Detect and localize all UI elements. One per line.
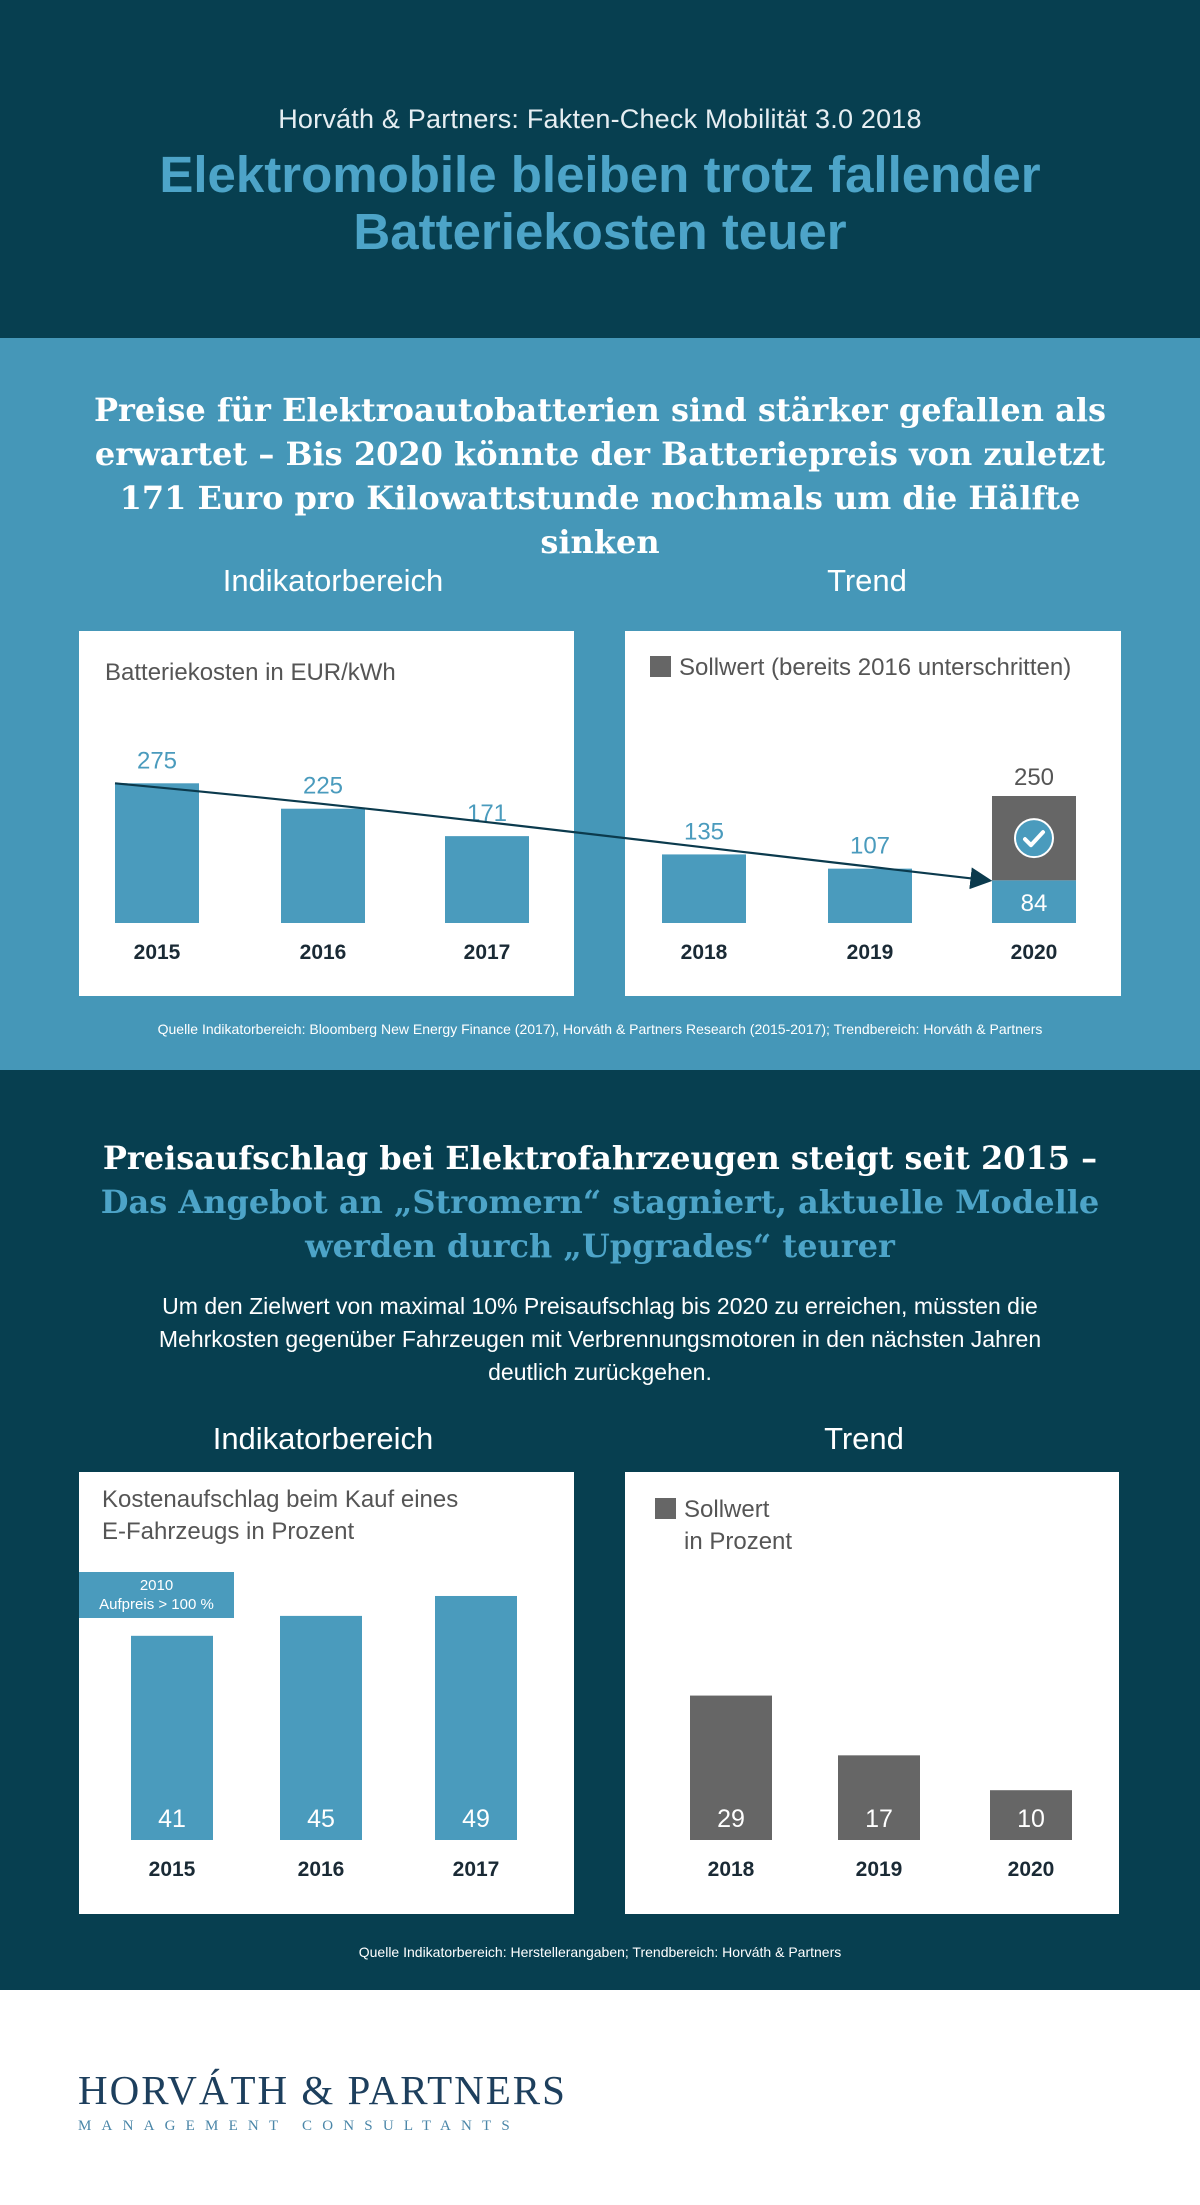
battery-indicator-title: Batteriekosten in EUR/kWh — [105, 659, 396, 686]
header-kicker: Horváth & Partners: Fakten-Check Mobilit… — [278, 104, 922, 134]
page-title-line-2: Batteriekosten teuer — [353, 203, 847, 260]
battery-indicator-label: Indikatorbereich — [222, 563, 444, 598]
logo-name: HORVÁTH & PARTNERS — [78, 2067, 567, 2113]
markup-trend-label: Trend — [824, 1421, 904, 1456]
footer-section — [0, 1990, 1200, 2205]
markup-indicator-title-line-2: E-Fahrzeugs in Prozent — [102, 1518, 355, 1545]
battery-headline: Preise für Elektroautobatterien sind stä… — [93, 391, 1107, 561]
logo-tagline: MANAGEMENT CONSULTANTS — [78, 2118, 520, 2134]
markup-headline: Preisaufschlag bei Elektrofahrzeugen ste… — [102, 1139, 1098, 1177]
callout-text: Aufpreis > 100 % — [99, 1596, 214, 1613]
markup-intro: Um den Zielwert von maximal 10% Preisauf… — [158, 1293, 1042, 1385]
company-logo: HORVÁTH & PARTNERS MANAGEMENT CONSULTANT… — [78, 2066, 567, 2135]
battery-trend-panel: Sollwert (bereits 2016 unterschritten) — [625, 631, 1121, 996]
markup-indicator-title: Kostenaufschlag beim Kauf eines E-Fahrze… — [102, 1484, 458, 1548]
battery-indicator-panel: Batteriekosten in EUR/kWh — [79, 631, 574, 996]
markup-trend-panel: Sollwert in Prozent — [625, 1472, 1119, 1914]
page-title: Elektromobile bleiben trotz fallender Ba… — [0, 146, 1200, 260]
battery-trend-legend: Sollwert (bereits 2016 unterschritten) — [650, 652, 1071, 684]
battery-trend-label: Trend — [827, 563, 907, 598]
legend-swatch — [655, 1498, 676, 1519]
header-band — [0, 0, 1200, 338]
markup-trend-legend-line-1: Sollwert — [684, 1496, 770, 1523]
markup-trend-legend: Sollwert in Prozent — [655, 1494, 792, 1558]
markup-indicator-panel: Kostenaufschlag beim Kauf eines E-Fahrze… — [79, 1472, 574, 1914]
markup-indicator-label: Indikatorbereich — [212, 1421, 434, 1456]
battery-source: Quelle Indikatorbereich: Bloomberg New E… — [157, 1021, 1043, 1037]
markup-indicator-title-line-1: Kostenaufschlag beim Kauf eines — [102, 1486, 459, 1513]
callout-year: 2010 — [139, 1577, 174, 1594]
callout-2010: 2010 Aufpreis > 100 % — [79, 1572, 234, 1618]
page-title-line-1: Elektromobile bleiben trotz fallender — [159, 146, 1041, 203]
markup-trend-legend-line-2: in Prozent — [684, 1528, 793, 1555]
markup-source: Quelle Indikatorbereich: Herstellerangab… — [358, 1944, 842, 1960]
legend-swatch — [650, 656, 671, 677]
battery-trend-legend-text: Sollwert (bereits 2016 unterschritten) — [679, 654, 1072, 681]
markup-subheadline: Das Angebot an „Stromern“ stagniert, akt… — [100, 1183, 1100, 1265]
